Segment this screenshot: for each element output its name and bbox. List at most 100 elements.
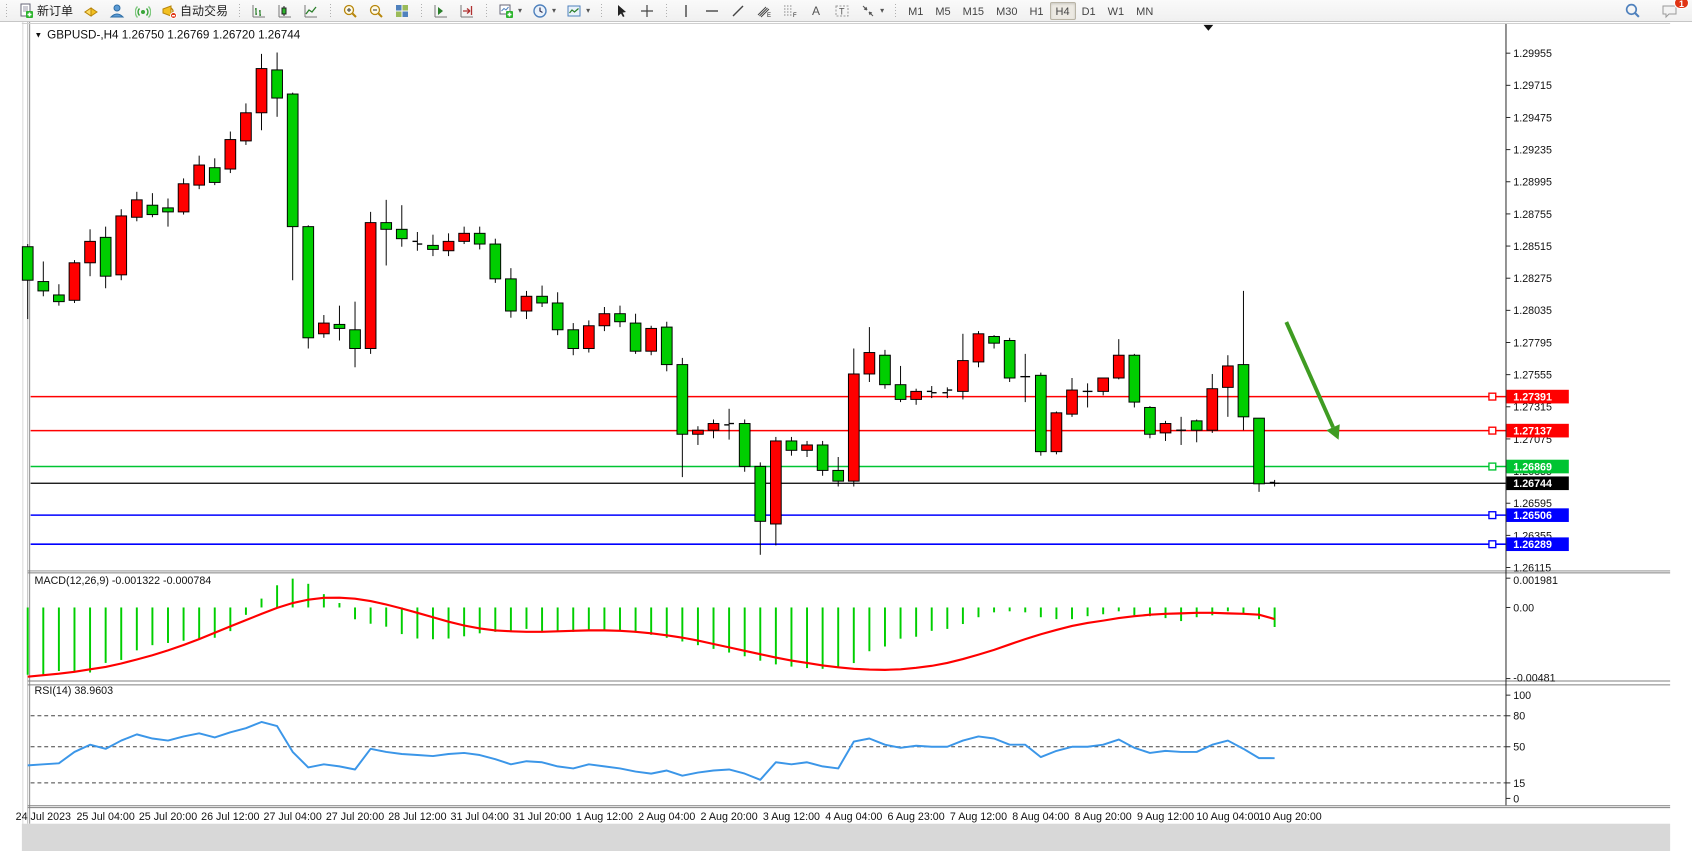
fibonacci-icon: F [784, 5, 797, 19]
text-tool-button[interactable]: A [803, 1, 829, 21]
dropdown-caret-icon: ▾ [552, 6, 557, 15]
bear-candle [816, 444, 829, 471]
horizontal-line-tool-button[interactable] [699, 1, 725, 21]
notifications-button[interactable]: 1 [1656, 0, 1689, 21]
timeframe-button-mn[interactable]: MN [1136, 5, 1154, 18]
bear-candle [99, 236, 112, 277]
bull-candle [801, 444, 813, 451]
bear-candle [1034, 374, 1047, 453]
zoom-out-button[interactable] [363, 1, 389, 21]
bear-candle [879, 354, 891, 386]
timeframe-button-h4[interactable]: H4 [1049, 1, 1076, 20]
quotes-button[interactable] [78, 1, 104, 21]
market-watch-button[interactable] [104, 1, 130, 21]
svg-text:1.29235: 1.29235 [1513, 145, 1552, 157]
toolbar-grip[interactable] [327, 2, 335, 19]
price-axis[interactable]: 1.29955 1.29715 1.29475 1.29235 1.28995 1.287… [1505, 48, 1552, 574]
level-handle[interactable] [1488, 426, 1497, 435]
rsi-panel: 100 80 50 15 0 RSI(14) 38.9603 [27, 685, 1531, 805]
vertical-line-tool-button[interactable] [673, 1, 699, 21]
svg-text:0: 0 [1513, 793, 1519, 805]
new-order-button[interactable]: 新订单 [13, 1, 78, 21]
time-axis[interactable]: 24 Jul 2023 25 Jul 04:00 25 Jul 20:00 26 Ju… [16, 811, 1322, 823]
main-toolbar: 新订单 自动交易 [0, 0, 1692, 22]
timeframe-button-h1[interactable]: H1 [1029, 5, 1044, 18]
timeframe-button-d1[interactable]: D1 [1081, 5, 1096, 18]
timeframe-button-m5[interactable]: M5 [935, 5, 951, 18]
bull-candle [863, 352, 876, 375]
level-handle[interactable] [1488, 392, 1497, 401]
bear-candle [286, 93, 299, 228]
line-chart-icon [304, 4, 318, 17]
timeframe-button-m1[interactable]: M1 [908, 5, 924, 18]
bull-candle [707, 423, 720, 431]
bull-candle [1066, 389, 1078, 415]
templates-button[interactable]: ▾ [561, 1, 595, 21]
line-chart-mode-button[interactable] [298, 1, 324, 21]
bear-candle [988, 335, 1000, 344]
price-badge [1506, 423, 1569, 438]
bar-chart-mode-button[interactable] [246, 1, 272, 21]
text-label-tool-button[interactable]: T [829, 1, 855, 21]
bull-candle [957, 360, 969, 392]
fibonacci-tool-button[interactable]: F [777, 1, 803, 21]
zoom-in-button[interactable] [337, 1, 363, 21]
periods-button[interactable]: ▾ [527, 1, 561, 21]
cursor-tool-button[interactable] [608, 1, 634, 21]
bear-candle [660, 326, 673, 366]
bull-candle [847, 373, 860, 482]
crosshair-tool-button[interactable] [634, 1, 660, 21]
chart-shift-button[interactable] [428, 1, 454, 21]
arrows-icon [862, 5, 874, 16]
trendline-tool-button[interactable] [725, 1, 751, 21]
new-order-label: 新订单 [37, 4, 74, 18]
toolbar-grip[interactable] [598, 2, 606, 19]
svg-text:1.28275: 1.28275 [1513, 273, 1552, 285]
channel-tool-button[interactable]: E [751, 1, 777, 21]
bull-candle [770, 440, 782, 525]
svg-text:1.27795: 1.27795 [1513, 337, 1552, 349]
crosshair-icon [641, 4, 654, 17]
signals-button[interactable] [130, 1, 156, 21]
equidistant-channel-icon: E [757, 6, 771, 19]
toolbar-grip[interactable] [892, 2, 900, 19]
level-handle[interactable] [1488, 462, 1497, 471]
level-handle[interactable] [1488, 540, 1497, 549]
new-chart-button[interactable]: ▾ [493, 1, 527, 21]
tile-windows-button[interactable] [389, 1, 415, 21]
auto-scroll-button[interactable] [454, 1, 480, 21]
price-badges: 1.27391 1.27137 1.26869 1.26506 1.26289 1.267… [1506, 389, 1569, 551]
chart-shift-icon [434, 4, 448, 17]
bull-candle [84, 240, 96, 264]
bull-candle [458, 232, 470, 242]
bull-candle [1206, 388, 1219, 431]
svg-text:1.28035: 1.28035 [1513, 305, 1552, 317]
quotes-icon [84, 6, 98, 17]
cursor-icon [618, 4, 627, 17]
toolbar-grip[interactable] [483, 2, 491, 19]
timeframe-button-m15[interactable]: M15 [962, 5, 985, 18]
zoom-in-icon [343, 4, 357, 18]
toolbar-grip[interactable] [418, 2, 426, 19]
candlestick-icon [278, 4, 292, 17]
time-axis-label: 31 Jul 20:00 [513, 811, 571, 823]
bull-candle [1222, 365, 1234, 388]
auto-trading-button[interactable]: 自动交易 [156, 1, 233, 21]
trend-arrow[interactable] [1284, 321, 1340, 440]
svg-text:80: 80 [1513, 711, 1525, 723]
arrows-tool-button[interactable]: ▾ [855, 1, 889, 21]
toolbar-grip[interactable] [236, 2, 244, 19]
time-axis-label: 9 Aug 12:00 [1137, 811, 1194, 823]
search-button[interactable] [1619, 1, 1646, 21]
toolbar-grip[interactable] [663, 2, 671, 19]
bear-candle [271, 69, 283, 99]
toolbar-grip[interactable] [3, 2, 10, 19]
gbpusd-h4-chart[interactable]: 1.29955 1.29715 1.29475 1.29235 1.28995 1.287… [0, 22, 1692, 851]
shift-marker-icon[interactable] [1203, 24, 1214, 31]
level-handle[interactable] [1488, 511, 1497, 520]
timeframe-button-m30[interactable]: M30 [996, 5, 1018, 18]
bull-candle [68, 262, 81, 301]
timeframe-button-w1[interactable]: W1 [1107, 5, 1125, 18]
candlestick-mode-button[interactable] [272, 1, 298, 21]
svg-text:1.29955: 1.29955 [1513, 48, 1552, 60]
